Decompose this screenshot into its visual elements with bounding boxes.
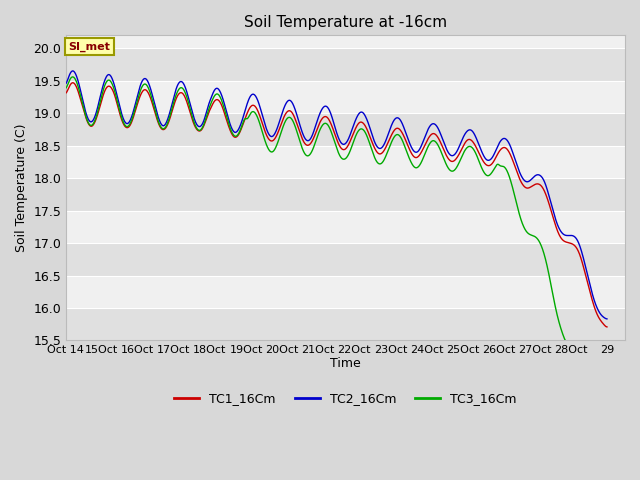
Y-axis label: Soil Temperature (C): Soil Temperature (C) [15, 124, 28, 252]
Bar [65, 276, 625, 308]
Legend: TC1_16Cm, TC2_16Cm, TC3_16Cm: TC1_16Cm, TC2_16Cm, TC3_16Cm [170, 387, 522, 410]
Bar [65, 48, 625, 81]
Bar [65, 211, 625, 243]
Bar [65, 81, 625, 113]
Bar [65, 243, 625, 276]
Text: SI_met: SI_met [68, 41, 110, 52]
Bar [65, 146, 625, 178]
Title: Soil Temperature at -16cm: Soil Temperature at -16cm [244, 15, 447, 30]
Bar [65, 178, 625, 211]
X-axis label: Time: Time [330, 358, 361, 371]
Bar [65, 113, 625, 146]
Bar [65, 308, 625, 340]
